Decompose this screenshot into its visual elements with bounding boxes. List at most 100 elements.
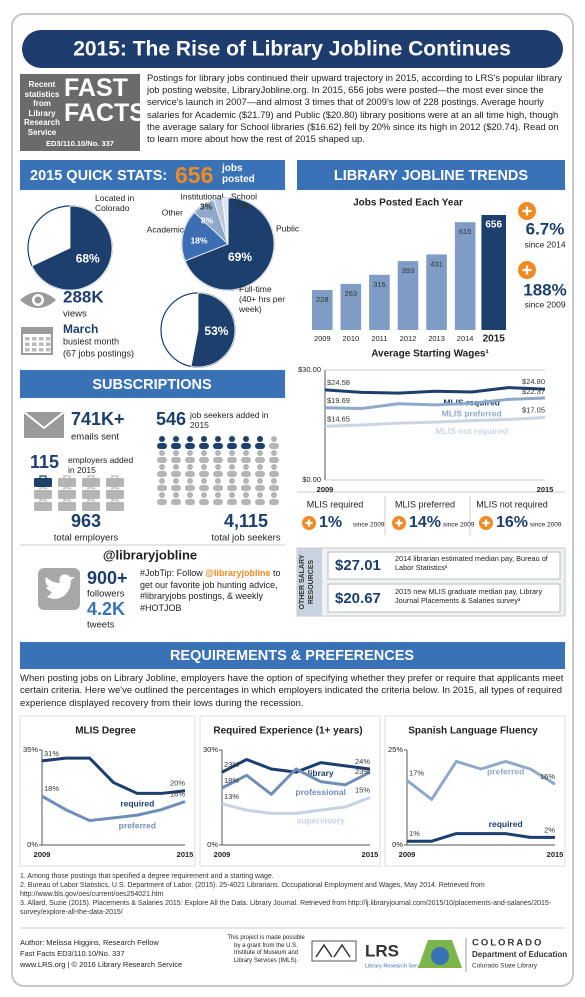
person-icon bbox=[201, 464, 207, 470]
person-icon bbox=[157, 443, 167, 449]
person-icon bbox=[271, 492, 277, 498]
person-icon bbox=[269, 471, 279, 477]
person-icon bbox=[271, 436, 277, 442]
data-label: 16% bbox=[170, 790, 185, 799]
logo-name: FAST FACTS bbox=[64, 74, 146, 127]
person-icon bbox=[243, 478, 249, 484]
tip-part: to get our favorite job hunting advice, … bbox=[140, 568, 281, 613]
person-icon bbox=[257, 492, 263, 498]
person-icon bbox=[199, 457, 209, 463]
category-label: Public bbox=[276, 223, 300, 233]
briefcase-icon bbox=[58, 490, 76, 499]
person-icon bbox=[199, 471, 209, 477]
change-label: since 2009 bbox=[530, 522, 562, 529]
briefcase-icon bbox=[106, 490, 124, 499]
calendar-icon bbox=[46, 348, 51, 352]
data-label: 656 bbox=[485, 220, 502, 231]
logo-number: ED3/110.10/No. 337 bbox=[46, 139, 114, 148]
briefcase-icon bbox=[82, 490, 100, 499]
person-icon bbox=[157, 499, 167, 505]
plus-icon bbox=[482, 519, 490, 527]
calendar-icon bbox=[22, 328, 52, 334]
y-tick-label: 25% bbox=[388, 745, 403, 754]
person-icon bbox=[213, 499, 223, 505]
briefcase-icon bbox=[34, 502, 52, 511]
section-heading: LIBRARY JOBLINE TRENDS bbox=[334, 168, 528, 184]
pie-label: Located in Colorado bbox=[95, 193, 135, 213]
data-label: 431 bbox=[430, 259, 443, 268]
person-icon bbox=[227, 443, 237, 449]
calendar-icon bbox=[25, 342, 30, 346]
person-icon bbox=[243, 450, 249, 456]
calendar-icon bbox=[32, 348, 37, 352]
footer-grant: This project is made possible by a grant… bbox=[227, 935, 305, 964]
bar bbox=[454, 222, 476, 330]
person-icon bbox=[201, 492, 207, 498]
y-tick-label: $0.00 bbox=[302, 475, 321, 484]
person-icon bbox=[185, 485, 195, 491]
person-icon bbox=[241, 499, 251, 505]
data-label: 24% bbox=[355, 757, 370, 766]
change-label: since 2009 bbox=[353, 522, 385, 529]
stat-value: 4.2K bbox=[87, 599, 125, 619]
briefcase-icon bbox=[82, 502, 100, 511]
section-heading: REQUIREMENTS & PREFERENCES bbox=[170, 648, 414, 664]
salary-item-box bbox=[327, 551, 561, 580]
data-label: 18% bbox=[190, 235, 207, 245]
person-icon bbox=[213, 457, 223, 463]
person-icon bbox=[159, 436, 165, 442]
person-icon bbox=[173, 464, 179, 470]
data-label: 53% bbox=[204, 324, 228, 338]
person-icon bbox=[243, 436, 249, 442]
pie-label: Full-time (40+ hrs per week) bbox=[239, 284, 286, 314]
stat-label: 2015 new MLIS graduate median pay, Libra… bbox=[395, 587, 543, 605]
tip-part: #JobTip: Follow bbox=[140, 568, 206, 578]
line-series bbox=[41, 756, 186, 795]
person-icon bbox=[171, 443, 181, 449]
person-icon bbox=[185, 443, 195, 449]
person-icon bbox=[187, 492, 193, 498]
person-icon bbox=[241, 457, 251, 463]
cde-logo bbox=[431, 947, 449, 965]
data-label: 31% bbox=[44, 749, 59, 758]
person-icon bbox=[271, 478, 277, 484]
change-value: 188% bbox=[523, 280, 566, 299]
tip: #JobTip: Follow @libraryjobline to get o… bbox=[140, 568, 285, 614]
data-label: 615 bbox=[459, 227, 472, 236]
x-tick-label: 2010 bbox=[343, 334, 360, 343]
briefcase-icon bbox=[106, 502, 124, 511]
stat-value: 741K+ bbox=[71, 409, 125, 429]
data-label: 18% bbox=[44, 784, 59, 793]
y-tick-label: $30.00 bbox=[298, 365, 321, 374]
person-icon bbox=[213, 443, 223, 449]
person-icon bbox=[157, 471, 167, 477]
category-label: School bbox=[231, 191, 257, 201]
person-icon bbox=[199, 443, 209, 449]
stat-label: followers bbox=[87, 589, 125, 600]
data-label: 263 bbox=[345, 289, 358, 298]
envelope-icon bbox=[23, 411, 65, 430]
data-label: 68% bbox=[76, 251, 100, 265]
series-label: required bbox=[120, 799, 154, 809]
person-icon bbox=[269, 443, 279, 449]
stat-label: jobs posted bbox=[222, 163, 255, 185]
person-icon bbox=[187, 450, 193, 456]
person-icon bbox=[227, 499, 237, 505]
calendar-icon bbox=[25, 348, 30, 352]
footer-text: Author: Melissa Higgins, Research Fellow bbox=[20, 938, 159, 947]
data-label: 8% bbox=[201, 215, 214, 225]
plus-icon bbox=[305, 519, 313, 527]
line-series bbox=[221, 767, 371, 796]
side-heading: OTHER SALARY RESOURCES bbox=[299, 554, 315, 610]
stat-value: March bbox=[63, 322, 98, 336]
data-label: $22.37 bbox=[522, 387, 545, 396]
person-icon bbox=[241, 471, 251, 477]
person-icon bbox=[215, 464, 221, 470]
briefcase-icon bbox=[58, 478, 76, 487]
person-icon bbox=[215, 492, 221, 498]
imls-logo bbox=[311, 940, 357, 962]
lrs-logo: LRS bbox=[365, 941, 399, 960]
title: 2015: The Rise of Library Jobline Contin… bbox=[73, 38, 511, 61]
x-tick-label: 2015 bbox=[547, 850, 564, 859]
briefcase-icon bbox=[58, 502, 76, 511]
